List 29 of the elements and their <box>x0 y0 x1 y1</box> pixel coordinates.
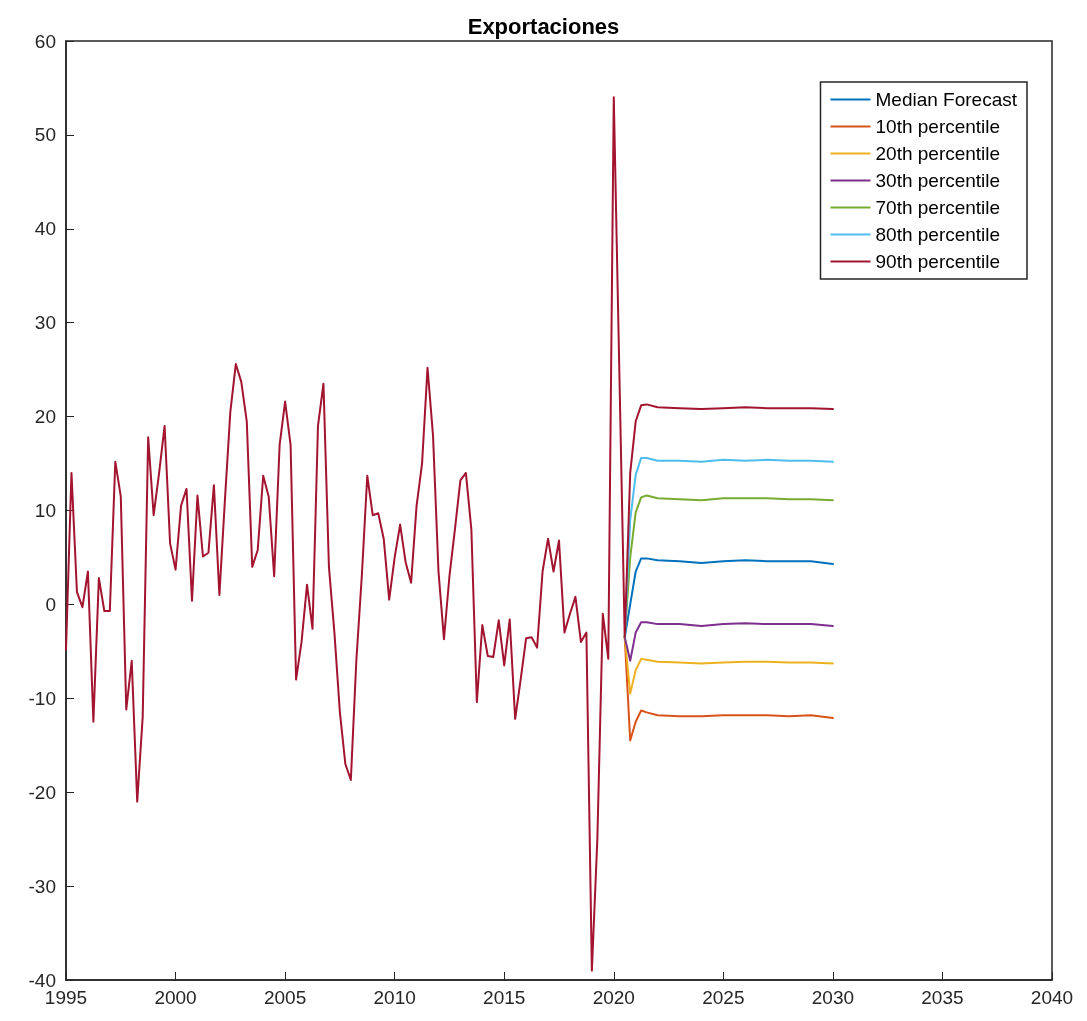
y-tick-label: 30 <box>34 312 56 334</box>
legend-label: 20th percentile <box>875 143 1001 164</box>
legend-label: 10th percentile <box>875 116 1001 137</box>
y-tick-label: 60 <box>34 30 56 52</box>
line-series <box>623 621 834 662</box>
y-tick-label: -30 <box>28 875 56 897</box>
x-tick-label: 2025 <box>702 987 745 1008</box>
legend-label: 80th percentile <box>875 224 1001 245</box>
y-tick-label: 0 <box>45 593 56 615</box>
x-tick-label: 2015 <box>483 987 526 1008</box>
x-tick-label: 2040 <box>1030 987 1074 1008</box>
x-tick-label: 2035 <box>921 987 964 1008</box>
legend-label: Median Forecast <box>875 89 1018 110</box>
x-tick-label: 2020 <box>592 987 635 1008</box>
x-tick-label: 2030 <box>811 987 855 1008</box>
x-tick-label: 2005 <box>263 987 307 1008</box>
y-tick-label: 50 <box>34 124 56 146</box>
line-series <box>65 96 834 972</box>
y-tick-label: 20 <box>34 406 56 428</box>
y-tick-label: -10 <box>28 687 56 709</box>
y-tick-label: 10 <box>34 500 56 521</box>
x-tick-label: 2010 <box>373 987 416 1008</box>
legend-label: 90th percentile <box>875 251 1001 272</box>
chart-title: Exportaciones <box>467 13 620 39</box>
y-tick-label: -20 <box>28 781 56 803</box>
legend-label: 30th percentile <box>875 170 1001 191</box>
y-tick-label: 40 <box>34 218 56 240</box>
legend-label: 70th percentile <box>875 197 1001 218</box>
x-tick-label: 2000 <box>154 987 197 1008</box>
